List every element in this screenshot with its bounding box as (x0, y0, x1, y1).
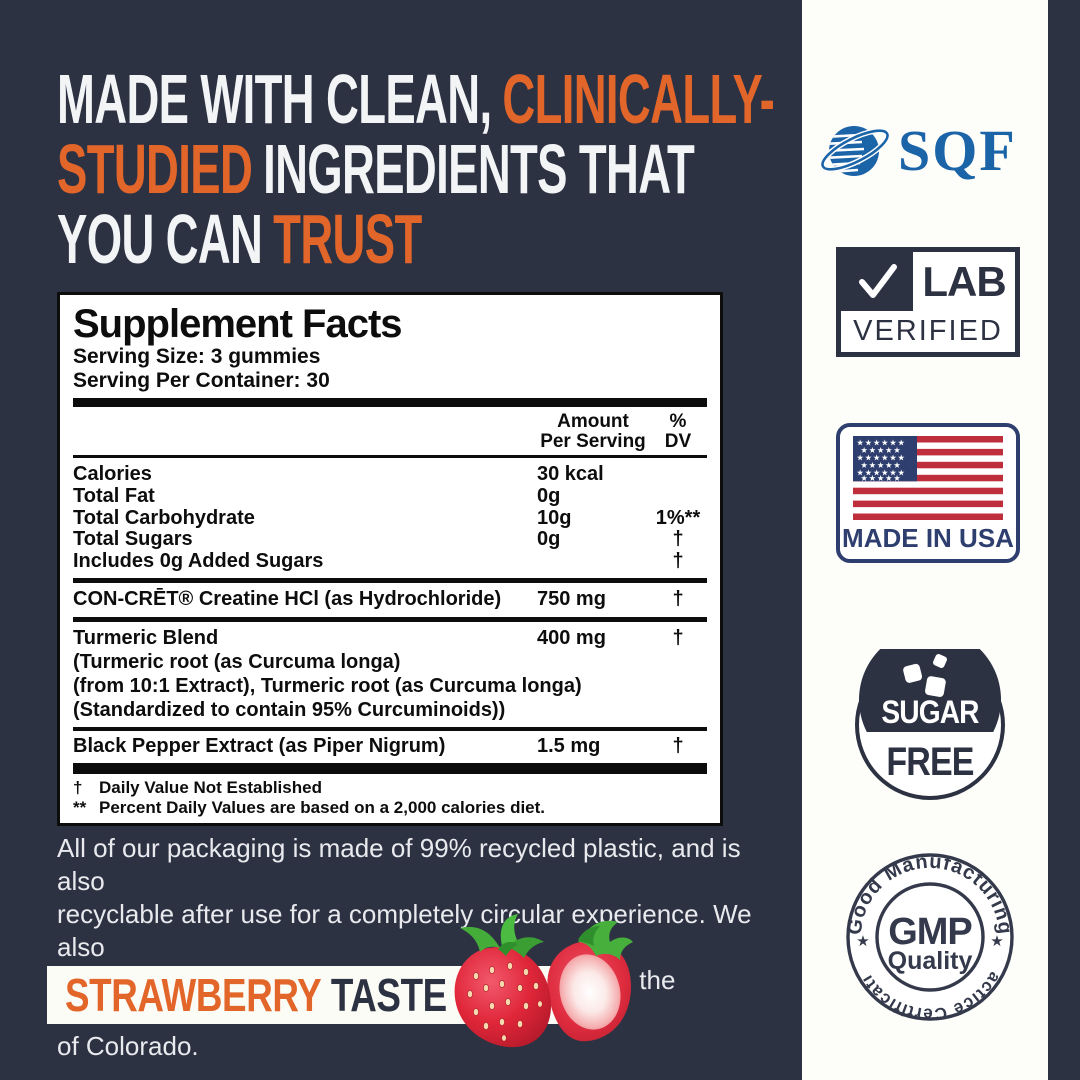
sugar-free-badge: SUGAR FREE (855, 649, 1005, 800)
divider-medium (73, 577, 707, 583)
star-icon: ★ (990, 933, 1003, 950)
turmeric-detail-line: (Standardized to contain 95% Curcuminoid… (73, 698, 506, 721)
divider-thin (73, 455, 707, 458)
facts-row: Calories 30 kcal (73, 463, 604, 485)
headline: MADE WITH CLEAN, CLINICALLY- STUDIED INGRE… (57, 64, 1080, 274)
serving-size: Serving Size: 3 gummies (73, 345, 321, 368)
flag-stars-row: ★ ★ ★ ★ ★ (861, 447, 901, 455)
sugar-label: SUGAR (881, 695, 979, 730)
footnote: ** Percent Daily Values are based on a 2… (73, 798, 546, 818)
divider-medium (73, 616, 707, 622)
supplement-facts-title: Supplement Facts (73, 302, 403, 346)
gmp-center-label: GMP (888, 911, 972, 953)
star-icon: ★ (856, 933, 869, 950)
facts-row: Total Fat 0g (73, 484, 561, 507)
sqf-globe-icon (819, 126, 891, 176)
flag-stars-row: ★ ★ ★ ★ ★ (861, 475, 901, 483)
facts-header-row: Amount Per Serving % DV (73, 412, 707, 452)
flag-stars-row: ★ ★ ★ ★ ★ ★ (857, 439, 905, 447)
taste-word: TASTE (330, 969, 447, 1021)
facts-row-pepper: Black Pepper Extract (as Piper Nigrum) 1… (73, 734, 684, 757)
free-label: FREE (886, 738, 973, 783)
gmp-quality-label: Quality (888, 947, 973, 975)
servings-per-container: Serving Per Container: 30 (73, 369, 330, 392)
sqf-label: SQF (898, 117, 1017, 183)
headline-text: MADE WITH CLEAN, (57, 60, 492, 138)
turmeric-detail-line: (Turmeric root (as Curcuma longa) (73, 650, 401, 673)
headline-text-accent: CLINICALLY- (502, 60, 775, 138)
column-header-amount: Amount Per Serving (540, 411, 646, 452)
divider-thick (73, 763, 707, 775)
check-icon (859, 263, 897, 298)
checkmark-box (841, 252, 913, 311)
flag-stars-row: ★ ★ ★ ★ ★ (861, 462, 901, 470)
paragraph-line: of Colorado. (57, 1031, 199, 1061)
cut-strawberry (547, 920, 633, 1042)
sqf-badge: SQF (816, 98, 1032, 202)
divider-thick (73, 398, 707, 407)
flag-stars-row: ★ ★ ★ ★ ★ ★ (857, 469, 905, 477)
made-in-usa-label: MADE IN USA (842, 523, 1014, 553)
packaging-paragraph: All of our packaging is made of 99% recy… (57, 832, 791, 1063)
verified-label: VERIFIED (853, 315, 1003, 347)
made-in-usa-badge: ★ ★ ★ ★ ★ ★ ★ ★ ★ ★ ★ ★ ★ ★ ★ ★ ★ ★ ★ ★ … (836, 423, 1020, 563)
gmp-badge: Good Manufacturing Practice Certificatio… (843, 850, 1015, 1024)
lab-verified-top: LAB (841, 252, 1015, 311)
sugar-cubes-icon (903, 654, 947, 697)
headline-line-1: MADE WITH CLEAN, CLINICALLY- (57, 64, 1080, 134)
footnote: † Daily Value Not Established (73, 778, 322, 798)
headline-line-3: YOU CAN TRUST (57, 204, 1080, 274)
facts-row-creatine: CON-CRĒT® Creatine HCl (as Hydrochloride… (73, 587, 684, 610)
facts-row-turmeric: Turmeric Blend 400 mg † (73, 626, 684, 649)
facts-row: Total Sugars 0g † (73, 528, 684, 551)
flag-stars-row: ★ ★ ★ ★ ★ ★ (857, 454, 905, 462)
us-flag-icon: ★ ★ ★ ★ ★ ★ ★ ★ ★ ★ ★ ★ ★ ★ ★ ★ ★ ★ ★ ★ … (853, 436, 1003, 520)
headline-text-accent: STUDIED (57, 130, 253, 208)
whole-strawberry (454, 914, 552, 1048)
facts-row: Includes 0g Added Sugars † (73, 550, 684, 573)
headline-text: INGREDIENTS THAT (263, 130, 695, 208)
headline-line-2: STUDIED INGREDIENTS THAT (57, 134, 1080, 204)
facts-row: Total Carbohydrate 10g 1%** (73, 506, 701, 529)
flavor-name: STRAWBERRY (65, 969, 322, 1021)
headline-text: YOU CAN (57, 200, 263, 278)
headline-text-accent: TRUST (273, 200, 422, 278)
paragraph-line: All of our packaging is made of 99% recy… (57, 833, 741, 896)
column-header-dv: % DV (664, 411, 692, 452)
lab-verified-badge: LAB VERIFIED (836, 247, 1020, 357)
strawberry-image (454, 914, 633, 1048)
turmeric-detail-line: (from 10:1 Extract), Turmeric root (as C… (73, 674, 582, 697)
lab-label: LAB (922, 257, 1006, 305)
divider-medium (73, 726, 707, 731)
paragraph-line: recyclable after use for a completely ci… (57, 899, 752, 962)
supplement-facts-panel: Supplement Facts Serving Size: 3 gummies… (57, 292, 723, 827)
